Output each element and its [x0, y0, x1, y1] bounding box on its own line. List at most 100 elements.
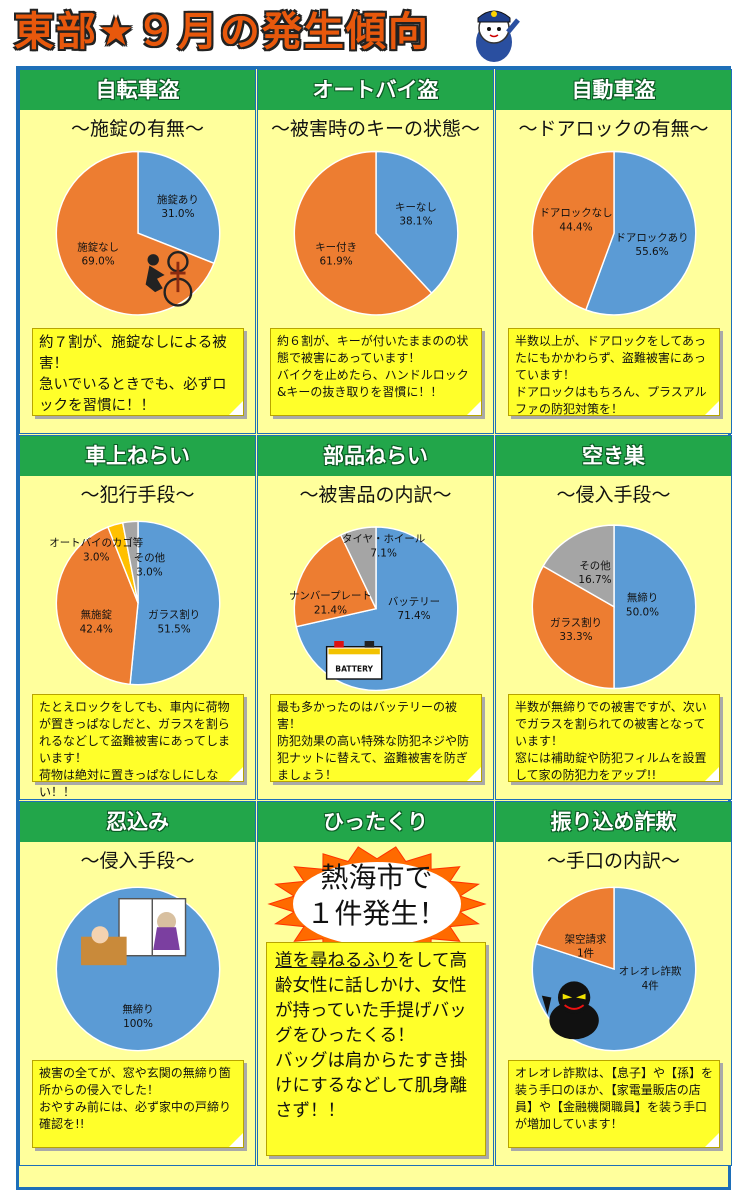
advice-note-text: たとえロックをしても、車内に荷物が置きっぱなしだと、ガラスを割られるなどして盗難…	[39, 700, 231, 799]
slice-value-0: 31.0%	[161, 208, 194, 220]
pie-chart: 無締り 50.0% ガラス割り 33.3% その他 16.7%	[531, 524, 697, 690]
slice-label-0: 無締り	[627, 591, 658, 604]
panel-header: 自転車盗	[20, 70, 255, 110]
panel-header: ひったくり	[258, 802, 493, 842]
burst-shape	[267, 846, 487, 962]
pie-chart: キーなし 38.1% キー付き 61.9%	[293, 150, 459, 316]
note-fold-corner	[705, 767, 719, 781]
slice-value-0: 4件	[642, 980, 659, 992]
panel-header: オートバイ盗	[258, 70, 493, 110]
pie-chart: ドアロックあり 55.6% ドアロックなし 44.4%	[531, 150, 697, 316]
pie-slice-0	[584, 150, 697, 316]
panel-subtitle: ～施錠の有無～	[70, 118, 204, 140]
slice-label-3: その他	[134, 551, 166, 564]
slice-label-1: ガラス割り	[550, 616, 602, 629]
panel-p1: 自転車盗 ～施錠の有無～ 施錠あり 31.0% 施錠なし 69.0% 約７割が、施錠なしによ…	[19, 69, 256, 434]
advice-note-text: 半数以上が、ドアロックをしてあったにもかかわらず、盗難被害にあっています！ ドア…	[515, 334, 707, 416]
advice-note-text: 約６割が、キーが付いたままのの状態で被害にあっています！ バイクを止めたら、ハン…	[277, 334, 469, 399]
panel-p6: 空き巣 ～侵入手段～ 無締り 50.0% ガラス割り 33.3% その他 16.7% 半数が無締…	[495, 435, 732, 800]
panel-subtitle: ～被害品の内訳～	[299, 484, 452, 506]
pie-chart: 無締り 100%	[55, 886, 221, 1052]
page-title: 東部★９月の発生傾向	[14, 9, 430, 55]
slice-value-2: 7.1%	[370, 547, 397, 559]
slice-value-1: 69.0%	[82, 256, 115, 268]
incident-count-text: 熱海市で １件発生！	[306, 861, 447, 930]
pie-slice-1	[531, 565, 615, 690]
pie-slice-0	[613, 524, 697, 690]
advice-note: 半数以上が、ドアロックをしてあったにもかかわらず、盗難被害にあっています！ ドア…	[508, 328, 720, 416]
pie-slice-0	[375, 150, 459, 295]
slice-value-0: 38.1%	[399, 216, 432, 228]
note-fold-corner	[229, 401, 243, 415]
advice-note-text: 半数が無締りでの被害ですが、次いでガラスを割られての被害となっています！ 窓には…	[515, 700, 707, 782]
slice-label-0: バッテリー	[388, 596, 440, 608]
slice-label-0: オレオレ詐欺	[619, 965, 682, 978]
bicycle-thief-icon	[145, 251, 193, 307]
pie-chart: オレオレ詐欺 4件 架空請求 1件	[531, 886, 697, 1052]
note-fold-corner	[229, 767, 243, 781]
slice-value-1: 1件	[577, 948, 594, 960]
pie-chart: BATTERY バッテリー 71.4% ナンバープレート 21.4% タイヤ・ホイール 7.…	[289, 526, 459, 692]
pie-slice-1	[531, 150, 615, 311]
note-fold-corner	[229, 1133, 243, 1147]
advice-note: オレオレ詐欺は、【息子】や【孫】を装う手口のほか、【家電量販店の店員】や【金融機…	[508, 1060, 720, 1148]
slice-value-3: 3.0%	[136, 566, 163, 578]
slice-value-0: 71.4%	[397, 610, 430, 622]
panel-subtitle: ～ドアロックの有無～	[518, 118, 709, 140]
slice-label-1: ナンバープレート	[289, 590, 372, 602]
slice-label-0: 無締り	[122, 1003, 153, 1016]
slice-label-2: その他	[579, 559, 611, 572]
panel-header: 忍込み	[20, 802, 255, 842]
slice-label-2: タイヤ・ホイール	[342, 533, 425, 545]
advice-note: 約６割が、キーが付いたままのの状態で被害にあっています！ バイクを止めたら、ハン…	[270, 328, 482, 416]
pie-slice-1	[293, 534, 378, 628]
advice-note: 道を尋ねるふりをして高齢女性に話しかけ、女性が持っていた手提げバッグをひったくる…	[266, 942, 486, 1156]
slice-label-0: 施錠あり	[157, 193, 199, 206]
slice-label-0: キーなし	[395, 201, 437, 213]
panel-header: 振り込め詐欺	[496, 802, 731, 842]
slice-value-1: 33.3%	[559, 631, 592, 643]
panel-header: 部品ねらい	[258, 436, 493, 476]
panel-subtitle: ～侵入手段～	[80, 850, 195, 872]
panels-frame: 自転車盗 ～施錠の有無～ 施錠あり 31.0% 施錠なし 69.0% 約７割が、施錠なしによ…	[16, 66, 732, 1190]
advice-note: たとえロックをしても、車内に荷物が置きっぱなしだと、ガラスを割られるなどして盗難…	[32, 694, 244, 799]
advice-note: 半数が無締りでの被害ですが、次いでガラスを割られての被害となっています！ 窓には…	[508, 694, 720, 782]
slice-value-0: 51.5%	[158, 623, 191, 635]
slice-value-0: 100%	[123, 1018, 153, 1030]
note-fold-corner	[467, 767, 481, 781]
slice-label-1: 施錠なし	[77, 240, 119, 253]
panel-p7: 忍込み ～侵入手段～ 無締り 100% 被害の全てが、窓や玄関の無締り箇所からの侵入でし…	[19, 801, 256, 1166]
slice-value-1: 61.9%	[320, 256, 353, 268]
pie-slice-1	[535, 886, 615, 970]
panel-subtitle: ～手口の内訳～	[546, 850, 680, 872]
pie-chart: ガラス割り 51.5% 無施錠 42.4% オートバイのカゴ等 3.0% その他 3.0%	[49, 520, 221, 686]
panel-p2: オートバイ盗 ～被害時のキーの状態～ キーなし 38.1% キー付き 61.9% 約６割が、…	[257, 69, 494, 434]
sleeping-burglar-icon	[81, 897, 187, 966]
slice-value-0: 55.6%	[635, 246, 668, 258]
police-mascot-icon	[476, 10, 520, 62]
advice-note: 約７割が、施錠なしによる被害！ 急いでいるときでも、必ずロックを習慣に！！	[32, 328, 244, 416]
pie-slice-0	[129, 520, 221, 686]
slice-value-2: 3.0%	[83, 551, 110, 563]
slice-value-0: 50.0%	[626, 606, 659, 618]
advice-note-text: 被害の全てが、窓や玄関の無締り箇所からの侵入でした！ おやすみ前には、必ず家中の…	[39, 1066, 232, 1131]
panel-subtitle: ～犯行手段～	[80, 484, 195, 506]
advice-note-text: 約７割が、施錠なしによる被害！ 急いでいるときでも、必ずロックを習慣に！！	[39, 335, 227, 414]
note-highlight: 道を尋ねるふり	[275, 951, 398, 971]
slice-label-0: ドアロックあり	[615, 232, 688, 244]
pie-slice-1	[293, 150, 433, 316]
slice-label-2: オートバイのカゴ等	[49, 536, 143, 549]
note-rest: をして高齢女性に話しかけ、女性が持っていた手提げバッグをひったくる！ バッグは肩…	[275, 951, 468, 1121]
panel-subtitle: ～被害時のキーの状態～	[270, 118, 480, 140]
advice-note: 被害の全てが、窓や玄関の無締り箇所からの侵入でした！ おやすみ前には、必ず家中の…	[32, 1060, 244, 1148]
battery-icon-label: BATTERY	[335, 664, 373, 673]
scammer-icon	[541, 981, 599, 1040]
slice-label-0: ガラス割り	[148, 608, 200, 621]
panel-header: 空き巣	[496, 436, 731, 476]
slice-label-1: ドアロックなし	[539, 207, 612, 219]
pie-slice-2	[542, 524, 615, 609]
slice-value-1: 42.4%	[80, 623, 113, 635]
pie-slice-1	[55, 526, 139, 686]
pie-slice-3	[121, 520, 139, 604]
slice-value-1: 21.4%	[314, 604, 347, 616]
